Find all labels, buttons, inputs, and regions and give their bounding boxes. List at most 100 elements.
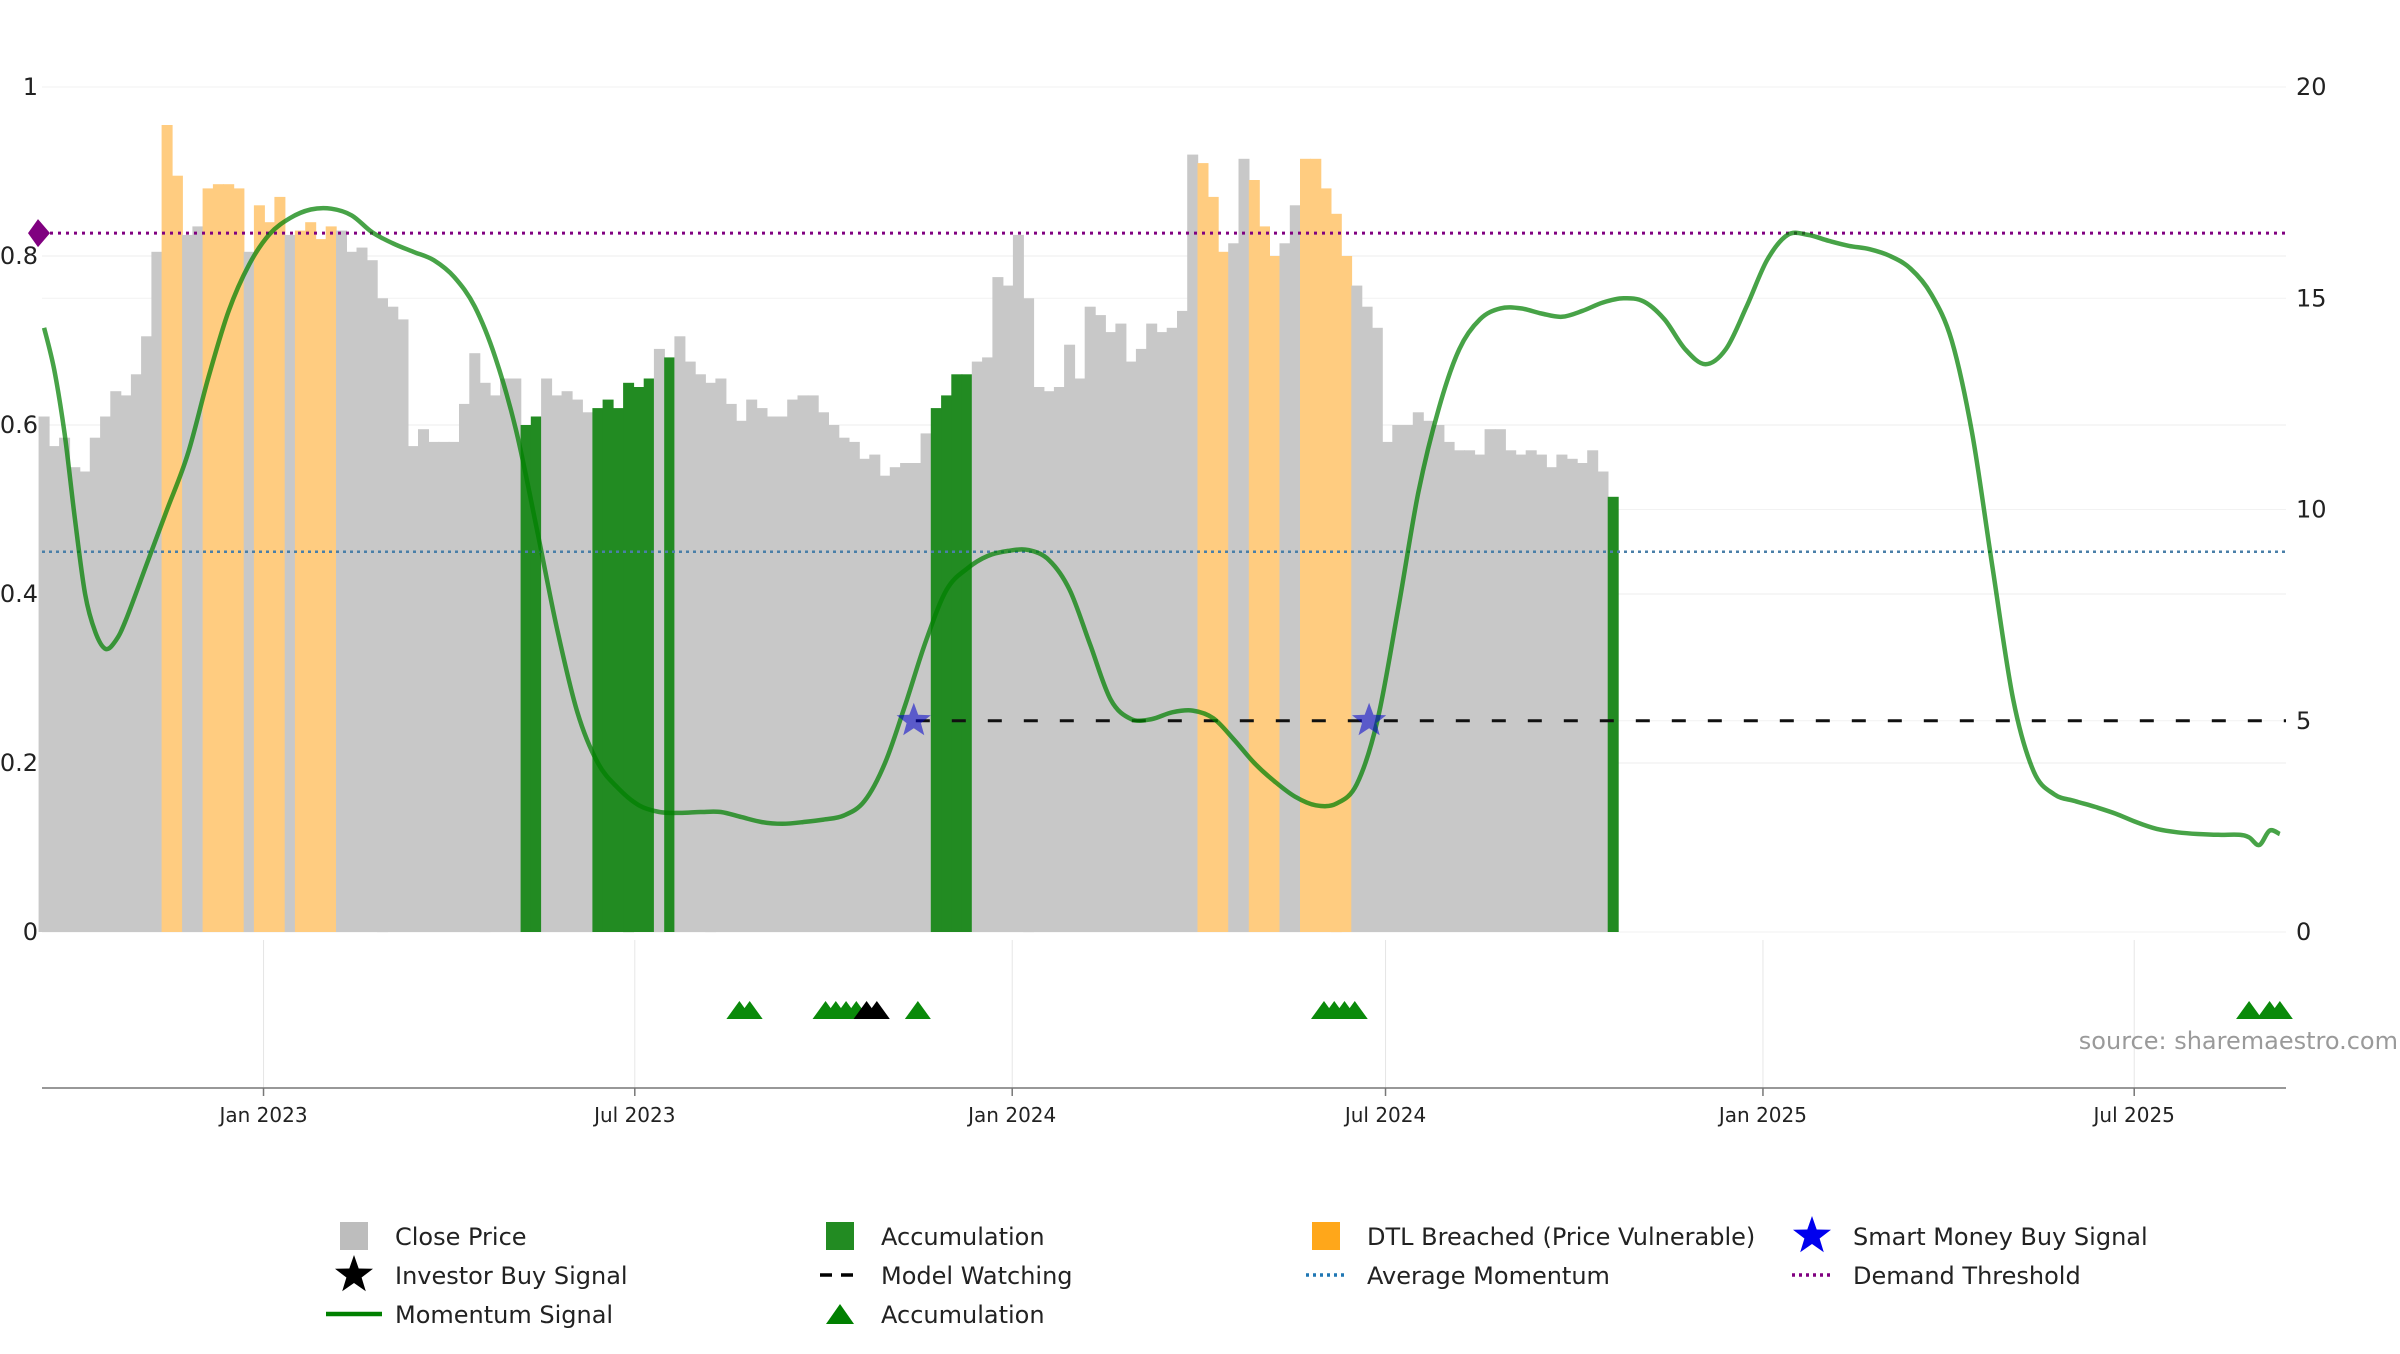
bar-accumulation: [643, 378, 655, 932]
bar-dtl: [253, 205, 265, 933]
bar-price: [1146, 323, 1158, 933]
bar-price: [1443, 441, 1455, 932]
legend-label-close-price: Close Price: [395, 1223, 527, 1251]
bar-price: [1135, 348, 1147, 932]
bar-price: [859, 458, 870, 932]
date-tick-label: Jul 2023: [592, 1103, 675, 1127]
bar-price: [705, 382, 717, 933]
bar-price: [746, 399, 758, 933]
bar-accumulation: [941, 395, 953, 932]
bar-price: [1094, 315, 1106, 933]
bar-price: [141, 336, 153, 932]
left-tick-label: 0.2: [0, 749, 38, 777]
lines-layer: [28, 205, 2286, 848]
bar-dtl: [1320, 188, 1332, 932]
bar-price: [725, 403, 737, 932]
bar-price: [694, 374, 706, 932]
bar-dtl: [1197, 163, 1209, 933]
bar-dtl: [305, 222, 317, 932]
bar-price: [346, 251, 358, 933]
date-tick-label: Jul 2024: [1343, 1103, 1426, 1127]
bar-price: [561, 391, 573, 932]
bar-price: [582, 412, 594, 932]
investor-triangle: [863, 1001, 890, 1019]
legend-label-momentum-signal: Momentum Signal: [395, 1301, 613, 1329]
bar-price: [1423, 420, 1435, 932]
bar-price: [120, 395, 132, 932]
bar-price: [1433, 425, 1445, 932]
left-tick-label: 0: [23, 918, 38, 946]
bar-price: [869, 454, 881, 932]
bar-accumulation: [1607, 496, 1619, 932]
bar-price: [818, 412, 829, 932]
bar-price: [1453, 450, 1465, 932]
bar-price: [1587, 450, 1599, 932]
right-tick-label: 10: [2296, 496, 2327, 524]
bar-price: [459, 403, 470, 932]
bar-price: [397, 319, 409, 932]
legend-label-model-watching: Model Watching: [881, 1262, 1073, 1290]
smart-money-buy-star: [1352, 702, 1387, 736]
bar-dtl: [274, 196, 286, 932]
bar-price: [1402, 425, 1414, 932]
bar-price: [1187, 154, 1199, 933]
bar-price: [1002, 285, 1014, 933]
bar-dtl: [1310, 158, 1322, 933]
accumulation-triangle: [904, 1001, 931, 1019]
right-tick-label: 15: [2296, 284, 2327, 312]
legend-item: Demand Threshold: [1792, 1262, 2081, 1290]
bar-price: [982, 357, 994, 932]
bar-price: [1412, 412, 1424, 932]
bar-price: [715, 378, 727, 932]
bar-price: [541, 378, 553, 932]
accumulation-triangle: [736, 1001, 763, 1019]
bar-price: [1351, 285, 1363, 933]
legend-label-smart-money-buy-signal: Smart Money Buy Signal: [1853, 1223, 2148, 1251]
smart-money-buy-star: [896, 702, 931, 736]
bar-price: [1043, 391, 1055, 932]
accumulation-triangle: [2266, 1001, 2293, 1019]
markers-layer: [726, 702, 2293, 1019]
bar-price: [1166, 327, 1178, 932]
date-tick-label: Jan 2023: [217, 1103, 307, 1127]
right-tick-label: 20: [2296, 73, 2327, 101]
left-tick-label: 0.8: [0, 242, 38, 270]
date-tick-label: Jul 2025: [2092, 1103, 2175, 1127]
legend-swatch-close-price: [340, 1222, 368, 1250]
bar-accumulation: [612, 408, 624, 933]
bar-price: [787, 399, 799, 933]
bar-price: [838, 437, 850, 932]
legend-label-dtl-breached-price-vulnerable: DTL Breached (Price Vulnerable): [1367, 1223, 1755, 1251]
bar-dtl: [294, 230, 306, 933]
bar-price: [48, 446, 60, 932]
bar-price: [1023, 298, 1035, 933]
bar-price: [284, 234, 296, 932]
bar-price: [777, 416, 788, 932]
bar-price: [469, 353, 481, 932]
bar-price: [1464, 450, 1476, 932]
bar-price: [1228, 243, 1240, 933]
bar-dtl: [1300, 158, 1311, 933]
bar-price: [243, 251, 255, 933]
bar-price: [1515, 454, 1527, 932]
right-tick-label: 5: [2296, 707, 2311, 735]
legend-item: Momentum Signal: [326, 1301, 613, 1329]
legend-star-investor-buy-signal: [335, 1255, 373, 1292]
bar-dtl: [233, 188, 245, 932]
bar-price: [182, 234, 194, 932]
bar-price: [807, 395, 819, 932]
bar-price: [151, 251, 163, 933]
bar-dtl: [202, 188, 214, 932]
bar-price: [1535, 454, 1547, 932]
bar-price: [1597, 471, 1609, 932]
bar-price: [571, 399, 583, 933]
bar-price: [407, 446, 419, 932]
bar-price: [551, 395, 563, 932]
bar-price: [69, 467, 81, 932]
bar-price: [1556, 454, 1568, 932]
bar-dtl: [1218, 251, 1229, 933]
bar-price: [1505, 450, 1517, 932]
bar-accumulation: [961, 374, 973, 932]
bar-price: [1576, 463, 1588, 932]
legend-label-accumulation: Accumulation: [881, 1301, 1045, 1329]
